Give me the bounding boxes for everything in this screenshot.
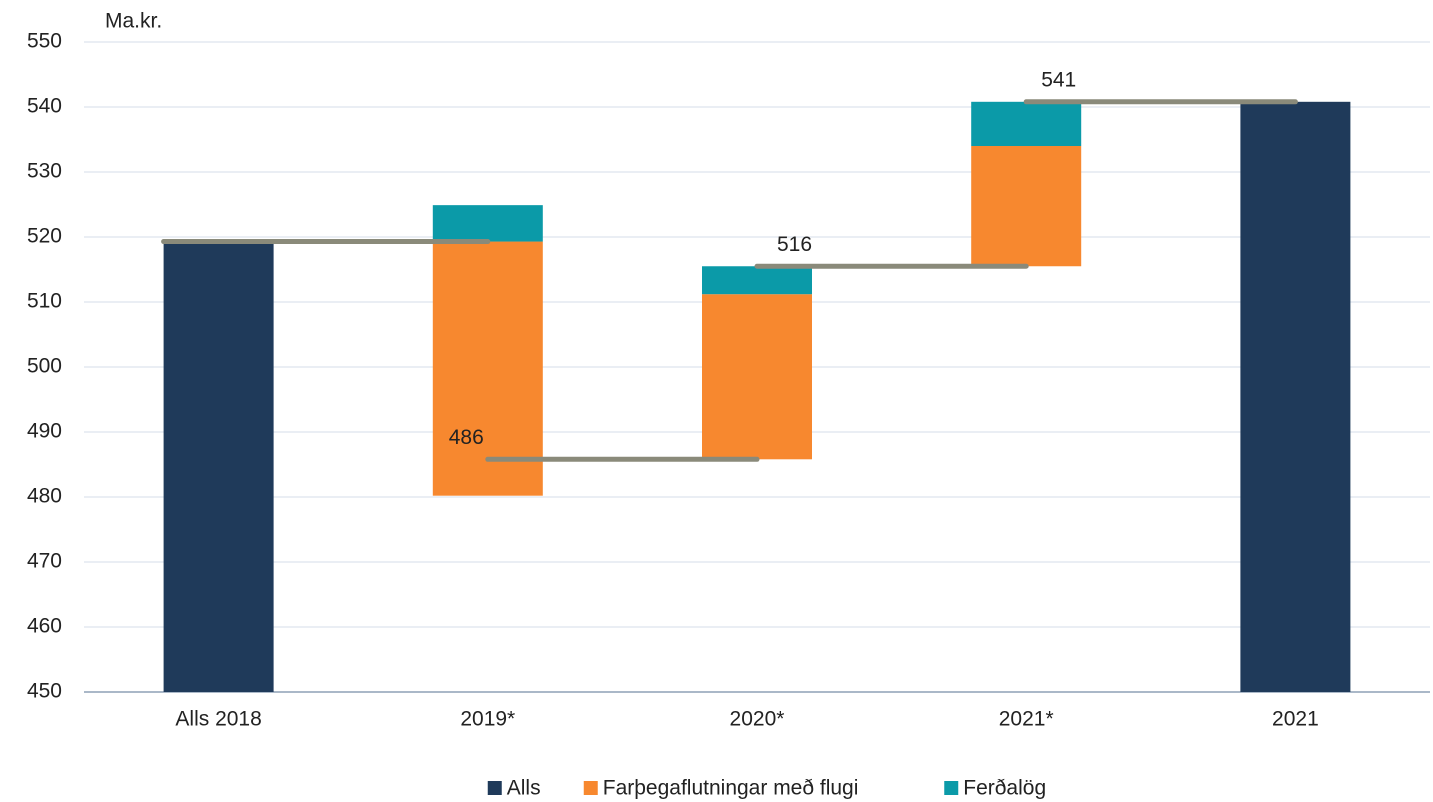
y-tick-label: 500 bbox=[27, 355, 62, 378]
bar-segment bbox=[432, 241, 543, 496]
legend-label: Farþegaflutningar með flugi bbox=[603, 777, 859, 800]
y-tick-label: 520 bbox=[27, 225, 62, 248]
legend-swatch bbox=[583, 781, 598, 795]
x-tick-label: 2021 bbox=[1272, 708, 1319, 731]
y-tick-label: 480 bbox=[27, 485, 62, 508]
y-tick-label: 470 bbox=[27, 550, 62, 573]
bar-segment bbox=[702, 266, 812, 295]
annotation: 516 bbox=[777, 233, 812, 256]
legend-swatch bbox=[944, 781, 959, 795]
y-tick-label: 510 bbox=[27, 290, 62, 313]
axis-unit: Ma.kr. bbox=[105, 10, 162, 33]
x-tick-label: 2020* bbox=[730, 708, 785, 731]
bar bbox=[163, 241, 274, 693]
x-tick-label: 2019* bbox=[460, 708, 515, 731]
bar-segment bbox=[971, 101, 1082, 146]
legend-label: Alls bbox=[507, 777, 541, 800]
y-tick-label: 530 bbox=[27, 160, 62, 183]
bar bbox=[1240, 101, 1351, 693]
x-tick-label: Alls 2018 bbox=[175, 708, 261, 731]
annotation: 541 bbox=[1041, 68, 1076, 91]
bar-segment bbox=[432, 205, 543, 242]
annotation: 486 bbox=[449, 426, 484, 449]
y-tick-label: 540 bbox=[27, 95, 62, 118]
x-tick-label: 2021* bbox=[999, 708, 1054, 731]
bar-segment bbox=[971, 146, 1082, 267]
bar-segment bbox=[702, 294, 812, 460]
legend-label: Ferðalög bbox=[963, 777, 1046, 800]
y-tick-label: 490 bbox=[27, 420, 62, 443]
legend-swatch bbox=[487, 781, 502, 795]
y-tick-label: 460 bbox=[27, 615, 62, 638]
y-tick-label: 450 bbox=[27, 680, 62, 703]
y-tick-label: 550 bbox=[27, 30, 62, 53]
